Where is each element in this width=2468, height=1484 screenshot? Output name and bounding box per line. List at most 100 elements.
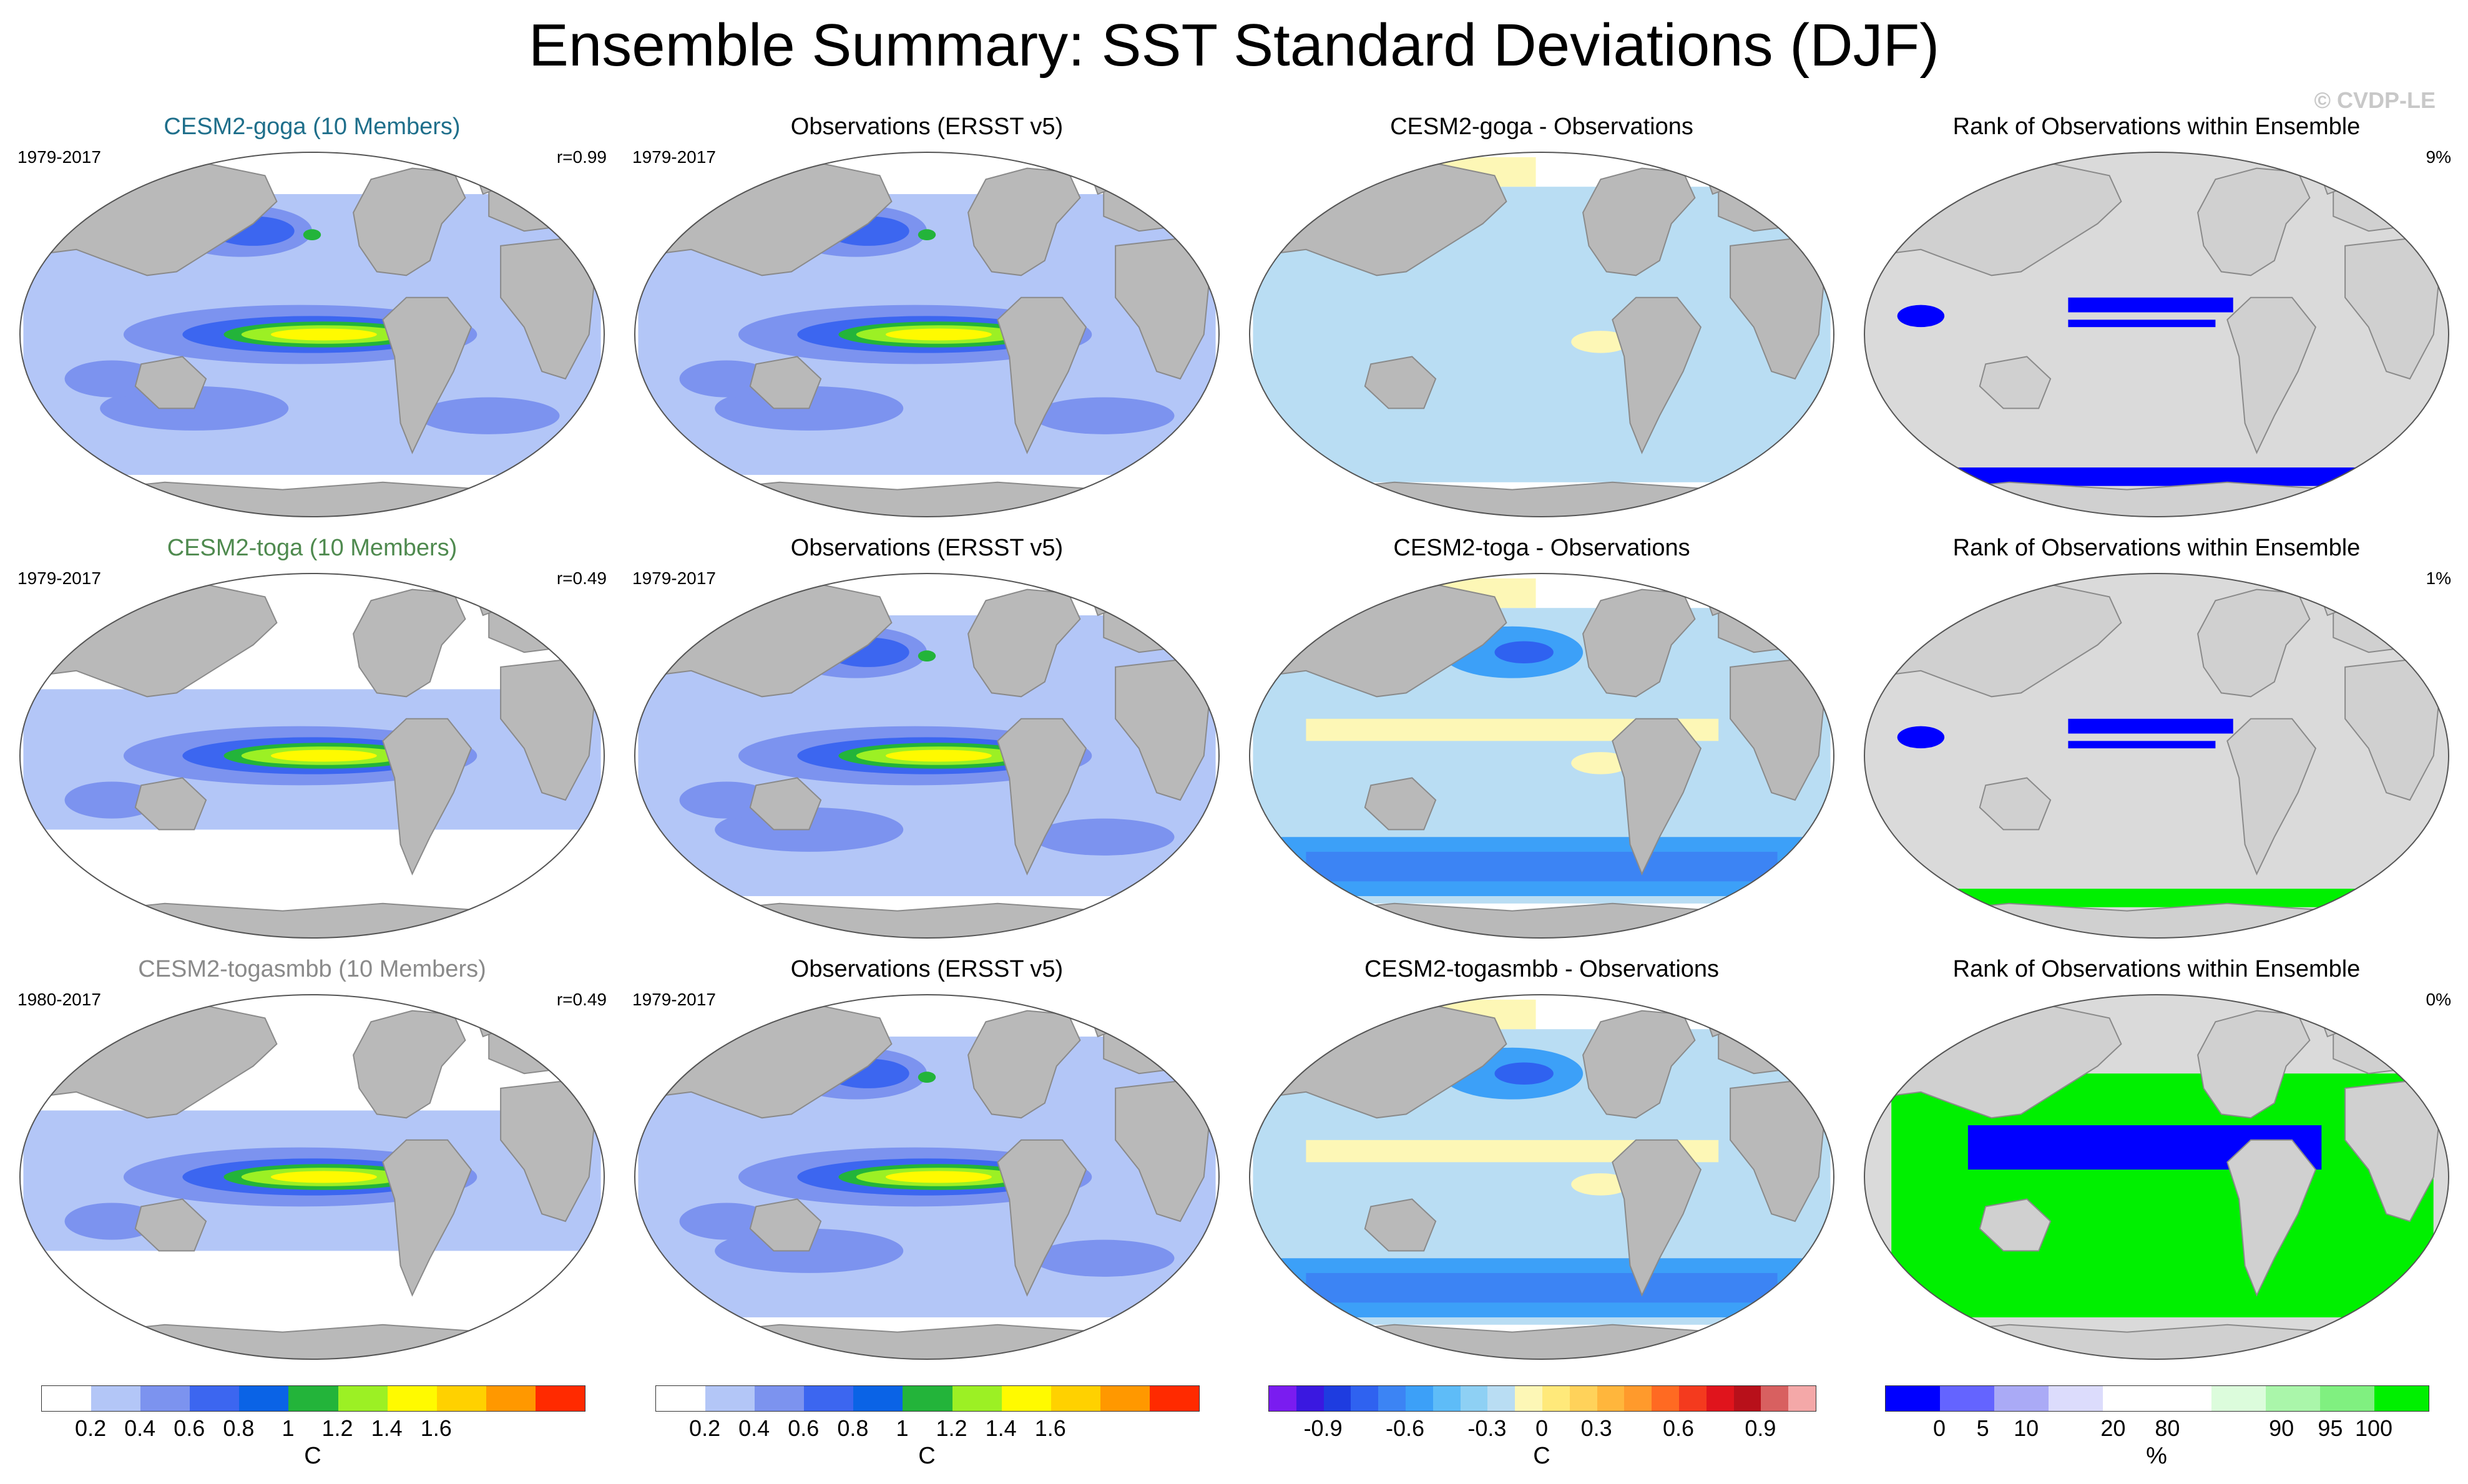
- watermark: © CVDP-LE: [2314, 87, 2436, 113]
- panel-years: 1979-2017: [632, 147, 716, 167]
- field-contour-6: [270, 749, 377, 762]
- land-south-america: [2226, 1139, 2317, 1297]
- panel-title: Observations (ERSST v5): [790, 956, 1064, 982]
- colorbar-tick-label: 1: [896, 1415, 909, 1441]
- land-europe-east: [1103, 1006, 1205, 1075]
- colorbar-tick-label: 90: [2269, 1415, 2294, 1441]
- page-title: Ensemble Summary: SST Standard Deviation…: [528, 12, 1940, 79]
- colorbar-swatch: [91, 1386, 141, 1411]
- colorbar-tick-label: 1.4: [371, 1415, 403, 1441]
- land-south-america: [1612, 718, 1702, 876]
- colorbar-rank-labels: 0 5 10 20 80 90 95 100: [1885, 1415, 2428, 1443]
- colorbar-difference: [1268, 1385, 1816, 1412]
- colorbar-swatch: [2103, 1386, 2157, 1411]
- colorbar-swatch: [1487, 1386, 1516, 1411]
- colorbar-tick-label: 1.6: [420, 1415, 452, 1441]
- colorbar-ensemble-sd-labels: 0.2 0.4 0.6 0.8 1 1.2 1.4 1.6: [41, 1415, 584, 1443]
- colorbar-swatch: [1351, 1386, 1379, 1411]
- colorbar-tick-label: 1.6: [1034, 1415, 1066, 1441]
- land-south-america: [1612, 296, 1702, 454]
- field-contour-1: [64, 1203, 159, 1240]
- colorbar-observations-sd-unit: C: [918, 1443, 936, 1469]
- land-australia: [1979, 356, 2052, 409]
- panel-ens-row2: CESM2-toga (10 Members) 1979-2017 r=0.49: [6, 534, 618, 958]
- land-antarctica: [1281, 1324, 1803, 1359]
- field-contour-4: [1306, 1272, 1778, 1303]
- rank-percent: 0%: [2426, 990, 2451, 1009]
- rank-percent: 1%: [2426, 569, 2451, 588]
- colorbar-swatch: [1149, 1386, 1200, 1411]
- panel-title: Rank of Observations within Ensemble: [1952, 956, 2361, 982]
- pattern-correlation: r=0.49: [556, 569, 607, 588]
- colorbar-swatch: [190, 1386, 240, 1411]
- panel-ens-row1: CESM2-goga (10 Members) 1979-2017 r=0.99: [6, 112, 618, 537]
- colorbar-swatch: [2157, 1386, 2211, 1411]
- colorbar-tick-label: 0.8: [223, 1415, 255, 1441]
- panel-title: Observations (ERSST v5): [790, 114, 1064, 140]
- colorbar-tick-label: 0.9: [1745, 1415, 1776, 1441]
- panel-diff-row3: CESM2-togasmbb - Observations: [1236, 955, 1848, 1379]
- colorbar-swatch: [486, 1386, 536, 1411]
- field-contour-5: [303, 229, 321, 241]
- colorbar-tick-label: 0.6: [1662, 1415, 1695, 1441]
- land-antarctica: [51, 902, 573, 938]
- field-contour-6: [1494, 1062, 1554, 1085]
- land-south-america: [382, 296, 473, 454]
- colorbar-swatch: [1886, 1386, 1940, 1411]
- colorbar-tick-label: 0.8: [837, 1415, 869, 1441]
- panel-title: CESM2-goga - Observations: [1390, 114, 1693, 140]
- panel-title: Observations (ERSST v5): [790, 535, 1064, 561]
- colorbar-swatch: [1733, 1386, 1761, 1411]
- panel-title: CESM2-togasmbb - Observations: [1364, 956, 1720, 982]
- land-australia: [749, 356, 822, 409]
- land-australia: [134, 356, 207, 409]
- map-border: [1864, 152, 2449, 517]
- map-diff: [1249, 994, 1834, 1360]
- colorbar-tick-label: -0.9: [1303, 1415, 1343, 1441]
- panel-obs-row1: Observations (ERSST v5) 1979-2017: [621, 112, 1233, 537]
- map-border: [1864, 573, 2449, 939]
- land-australia: [1364, 777, 1437, 831]
- map-border: [1249, 994, 1834, 1360]
- field-contour-6: [64, 360, 159, 398]
- colorbar-swatch: [2211, 1386, 2266, 1411]
- colorbar-swatch: [1296, 1386, 1324, 1411]
- field-contour-2: [1571, 1173, 1630, 1196]
- pattern-correlation: r=0.49: [556, 990, 607, 1009]
- panel-years: 1979-2017: [17, 569, 101, 588]
- panel-title: CESM2-togasmbb (10 Members): [138, 956, 486, 982]
- field-contour-1: [2068, 297, 2233, 313]
- land-australia: [134, 777, 207, 831]
- pattern-correlation: r=0.99: [556, 147, 607, 167]
- panel-years: 1980-2017: [17, 990, 101, 1009]
- colorbar-swatch: [1940, 1386, 1994, 1411]
- colorbar-tick-label: 0.2: [75, 1415, 107, 1441]
- field-contour-2: [1571, 752, 1630, 774]
- colorbar-swatch: [903, 1386, 952, 1411]
- colorbar-swatch: [1323, 1386, 1351, 1411]
- colorbar-tick-label: 20: [2100, 1415, 2126, 1441]
- land-antarctica: [666, 902, 1188, 938]
- map-obs: [634, 152, 1220, 517]
- colorbar-swatch: [2266, 1386, 2320, 1411]
- land-antarctica: [1281, 481, 1803, 517]
- land-europe-east: [488, 585, 590, 653]
- land-antarctica: [1896, 902, 2417, 938]
- panel-obs-row2: Observations (ERSST v5) 1979-2017: [621, 534, 1233, 958]
- colorbar-swatch: [1378, 1386, 1406, 1411]
- colorbar-swatch: [1994, 1386, 2049, 1411]
- colorbar-swatch: [1432, 1386, 1461, 1411]
- panel-diff-row2: CESM2-toga - Observations: [1236, 534, 1848, 958]
- map-diff: [1249, 152, 1834, 517]
- land-europe-east: [488, 1006, 590, 1075]
- land-antarctica: [666, 481, 1188, 517]
- map-rank: [1864, 573, 2449, 939]
- panel-obs-row3: Observations (ERSST v5) 1979-2017: [621, 955, 1233, 1379]
- field-contour-4: [1306, 851, 1778, 882]
- colorbar-swatch: [288, 1386, 338, 1411]
- map-border: [1864, 994, 2449, 1360]
- colorbar-swatch: [952, 1386, 1002, 1411]
- colorbar-swatch: [140, 1386, 190, 1411]
- panel-rank-row3: Rank of Observations within Ensemble 0%: [1851, 955, 2462, 1379]
- panel-title: Rank of Observations within Ensemble: [1952, 114, 2361, 140]
